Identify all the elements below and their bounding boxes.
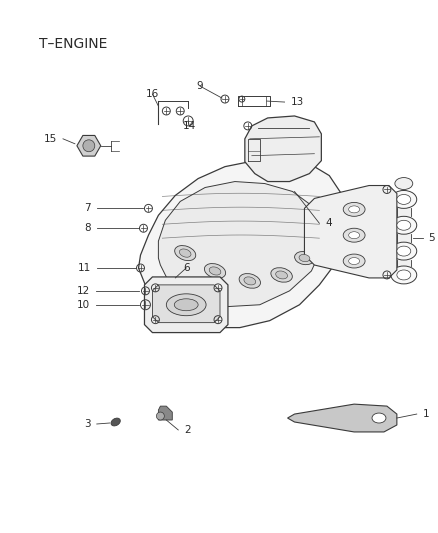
Ellipse shape <box>391 266 417 284</box>
Circle shape <box>83 140 95 152</box>
Text: 9: 9 <box>197 81 203 91</box>
Polygon shape <box>304 185 397 278</box>
Polygon shape <box>145 277 228 333</box>
Ellipse shape <box>271 268 292 282</box>
Ellipse shape <box>397 195 411 204</box>
Ellipse shape <box>299 254 310 262</box>
Text: 16: 16 <box>146 89 159 99</box>
Ellipse shape <box>397 270 411 280</box>
Ellipse shape <box>343 203 365 216</box>
Ellipse shape <box>209 267 221 275</box>
Ellipse shape <box>349 206 360 213</box>
Text: T–ENGINE: T–ENGINE <box>39 37 107 51</box>
Ellipse shape <box>175 246 196 261</box>
Text: 8: 8 <box>84 223 91 233</box>
Ellipse shape <box>372 413 386 423</box>
Ellipse shape <box>349 232 360 239</box>
Ellipse shape <box>111 418 120 426</box>
Text: 5: 5 <box>429 233 435 243</box>
Text: 14: 14 <box>183 121 196 131</box>
Ellipse shape <box>391 190 417 208</box>
Polygon shape <box>152 285 220 322</box>
Ellipse shape <box>349 257 360 264</box>
Circle shape <box>156 412 164 420</box>
Text: 12: 12 <box>77 286 90 296</box>
Ellipse shape <box>295 252 314 265</box>
Text: 11: 11 <box>78 263 91 273</box>
Text: 6: 6 <box>183 263 190 273</box>
Ellipse shape <box>397 220 411 230</box>
Polygon shape <box>245 116 321 182</box>
Ellipse shape <box>391 216 417 234</box>
Text: 13: 13 <box>290 97 304 107</box>
Ellipse shape <box>391 242 417 260</box>
Ellipse shape <box>239 273 261 288</box>
Text: 4: 4 <box>325 219 332 228</box>
Text: 3: 3 <box>84 419 91 429</box>
Ellipse shape <box>166 294 206 316</box>
Polygon shape <box>288 404 397 432</box>
Polygon shape <box>138 159 347 328</box>
Ellipse shape <box>244 277 256 285</box>
Ellipse shape <box>205 263 226 278</box>
Text: 15: 15 <box>44 134 57 144</box>
Ellipse shape <box>343 254 365 268</box>
Text: 7: 7 <box>84 204 91 213</box>
Text: 10: 10 <box>77 300 90 310</box>
Polygon shape <box>159 406 172 420</box>
Text: 2: 2 <box>184 425 191 435</box>
Text: 1: 1 <box>423 409 429 419</box>
Ellipse shape <box>174 299 198 311</box>
Ellipse shape <box>397 246 411 256</box>
Polygon shape <box>77 135 101 156</box>
Ellipse shape <box>343 228 365 242</box>
Ellipse shape <box>180 249 191 257</box>
Ellipse shape <box>395 177 413 190</box>
Polygon shape <box>159 182 321 307</box>
Ellipse shape <box>276 271 287 279</box>
